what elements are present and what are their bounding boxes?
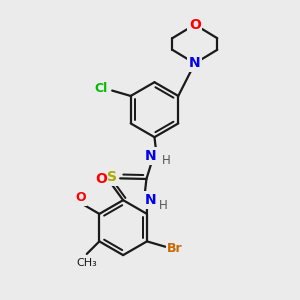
Text: S: S [107,170,117,184]
Text: CH₃: CH₃ [76,258,97,268]
Text: N: N [145,193,156,207]
Text: Cl: Cl [95,82,108,95]
Text: O: O [95,172,107,186]
Text: Br: Br [167,242,183,255]
Text: N: N [189,56,201,70]
Text: N: N [145,149,156,163]
Text: H: H [159,199,168,212]
Text: H: H [162,154,171,167]
Text: O: O [189,18,201,32]
Text: O: O [75,191,86,204]
